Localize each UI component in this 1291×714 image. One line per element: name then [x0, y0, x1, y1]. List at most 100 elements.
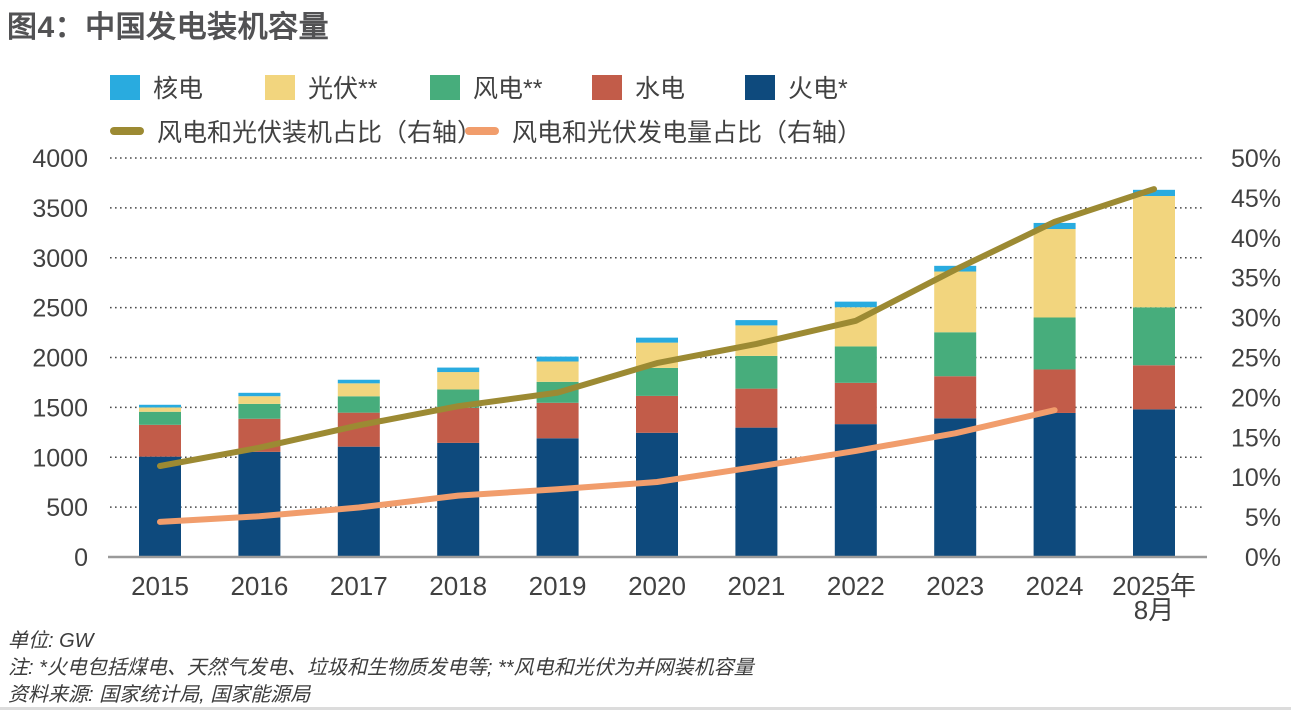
- legend-label: 核电: [153, 75, 204, 103]
- bar-segment-2016-风电: [238, 403, 281, 419]
- x-axis-label-2015: 2015: [131, 571, 189, 601]
- right-axis-tick: 10%: [1231, 464, 1281, 492]
- bar-segment-2022-风电: [834, 346, 877, 383]
- legend-item-风电: 风电**: [430, 73, 542, 103]
- bar-segment-2019-核电: [536, 356, 579, 362]
- bar-segment-2021-水电: [735, 388, 778, 428]
- legend-item-光伏: 光伏**: [265, 73, 377, 103]
- legend-swatch-icon: [110, 74, 140, 100]
- bar-segment-2017-核电: [337, 379, 380, 384]
- bar-segment-2022-核电: [834, 301, 877, 308]
- x-axis-label-2021: 2021: [727, 571, 785, 601]
- bar-segment-2015-光伏: [139, 407, 181, 412]
- right-axis-tick: 0%: [1245, 544, 1281, 572]
- x-axis-label-2018: 2018: [429, 571, 487, 601]
- bar-segment-2017-风电: [337, 396, 380, 413]
- left-axis-tick: 500: [46, 494, 88, 522]
- legend-swatch-icon: [745, 74, 775, 100]
- bar-segment-2015-水电: [139, 424, 181, 457]
- figure-footnotes: 单位: GW 注: *火电包括煤电、天然气发电、垃圾和生物质发电等; **风电和…: [8, 628, 754, 709]
- legend-label: 风电和光伏发电量占比（右轴）: [512, 119, 863, 147]
- bar-segment-2015-火电: [139, 456, 181, 557]
- right-axis-tick: 30%: [1231, 305, 1281, 333]
- bar-segment-2023-光伏: [934, 271, 977, 333]
- bar-segment-2024-风电: [1033, 317, 1076, 370]
- left-axis-tick: 3000: [32, 245, 88, 273]
- bar-segment-2015-风电: [139, 411, 181, 425]
- bar-segment-2021-火电: [735, 427, 778, 557]
- x-axis-label-2017: 2017: [330, 571, 388, 601]
- definition-note: 注: *火电包括煤电、天然气发电、垃圾和生物质发电等; **风电和光伏为并网装机…: [8, 657, 754, 679]
- right-axis-tick: 20%: [1231, 384, 1281, 412]
- legend-swatch-icon: [430, 74, 460, 100]
- legend-item-水电: 水电: [592, 73, 685, 103]
- legend-label: 水电: [635, 75, 686, 103]
- legend-item-核电: 核电: [110, 73, 203, 103]
- x-axis-label-2019: 2019: [529, 571, 587, 601]
- bar-segment-2024-核电: [1033, 222, 1076, 230]
- legend-label: 风电**: [473, 75, 543, 103]
- bar-segment-2018-水电: [437, 407, 480, 443]
- bar-segment-2024-火电: [1033, 412, 1076, 557]
- left-axis-tick: 1500: [32, 394, 88, 422]
- legend-item-火电: 火电*: [745, 73, 848, 103]
- bar-segment-2022-水电: [834, 382, 877, 425]
- legend-item-line-0: 风电和光伏装机占比（右轴）: [110, 117, 482, 147]
- left-axis-tick: 4000: [32, 145, 88, 173]
- legend-line-swatch-icon: [465, 127, 499, 135]
- bar-segment-2016-火电: [238, 451, 281, 557]
- left-axis-tick: 3500: [32, 195, 88, 223]
- right-axis-tick: 35%: [1231, 265, 1281, 293]
- figure-title: 图4：中国发电装机容量: [7, 11, 330, 44]
- bar-segment-2020-火电: [636, 432, 678, 557]
- x-axis-label-2020: 2020: [628, 571, 686, 601]
- bar-segment-2025年8月-火电: [1133, 409, 1175, 557]
- bar-segment-2017-火电: [337, 446, 380, 557]
- bar-segment-2018-核电: [437, 367, 480, 373]
- legend-swatch-icon: [265, 74, 295, 100]
- right-axis-tick: 5%: [1245, 504, 1281, 532]
- legend-swatch-icon: [592, 74, 622, 100]
- left-axis-tick: 2000: [32, 345, 88, 373]
- right-axis-tick: 50%: [1231, 145, 1281, 173]
- source-note: 资料来源: 国家统计局, 国家能源局: [8, 684, 311, 706]
- bar-segment-2018-光伏: [437, 372, 480, 390]
- bar-segment-2025年8月-风电: [1133, 307, 1175, 366]
- legend-label: 风电和光伏装机占比（右轴）: [157, 119, 483, 147]
- bar-segment-2024-水电: [1033, 369, 1076, 413]
- x-axis-label-2022: 2022: [827, 571, 885, 601]
- bar-segment-2025年8月-水电: [1133, 365, 1175, 410]
- bar-segment-2019-火电: [536, 438, 579, 557]
- x-axis-label-2023: 2023: [926, 571, 984, 601]
- bar-segment-2025年8月-核电: [1133, 189, 1175, 197]
- bar-segment-2019-水电: [536, 402, 579, 439]
- x-axis-label-2025年8月: 2025年 8月: [1112, 571, 1196, 625]
- x-axis-label-2016: 2016: [230, 571, 288, 601]
- bar-segment-2020-水电: [636, 395, 678, 433]
- bar-segment-2021-风电: [735, 355, 778, 389]
- left-axis-tick: 2500: [32, 295, 88, 323]
- unit-note: 单位: GW: [8, 630, 94, 652]
- right-axis-tick: 40%: [1231, 225, 1281, 253]
- bar-segment-2020-风电: [636, 367, 678, 396]
- legend-label: 光伏**: [308, 75, 378, 103]
- line-series-0: [157, 186, 1157, 469]
- left-axis-tick: 1000: [32, 444, 88, 472]
- right-axis-tick: 15%: [1231, 424, 1281, 452]
- legend-label: 火电*: [788, 75, 848, 103]
- bar-segment-2023-火电: [934, 418, 977, 557]
- bar-segment-2020-核电: [636, 337, 678, 343]
- legend-line-swatch-icon: [110, 127, 144, 135]
- bar-segment-2023-风电: [934, 332, 977, 377]
- bar-segment-2022-火电: [834, 424, 877, 557]
- bar-segment-2024-光伏: [1033, 229, 1076, 318]
- bar-segment-2016-核电: [238, 392, 281, 397]
- bar-segment-2016-光伏: [238, 396, 281, 404]
- bottom-divider: [0, 707, 1291, 710]
- right-axis-tick: 45%: [1231, 185, 1281, 213]
- legend-item-line-1: 风电和光伏发电量占比（右轴）: [465, 117, 862, 147]
- bar-segment-2015-核电: [139, 404, 181, 408]
- bar-segment-2017-光伏: [337, 383, 380, 397]
